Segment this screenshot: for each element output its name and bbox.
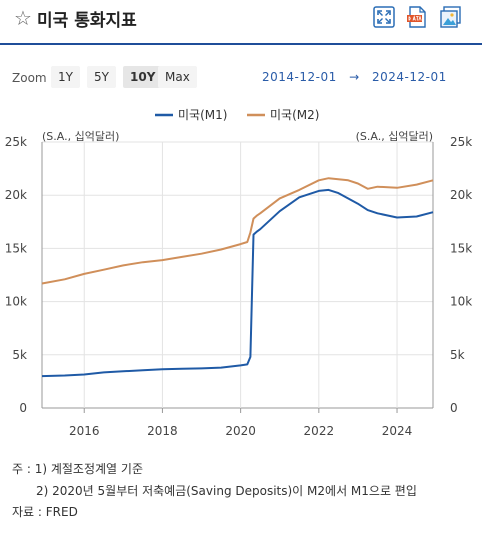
footnote-2: 2) 2020년 5월부터 저축예금(Saving Deposits)이 M2에… <box>36 484 417 498</box>
x-tick-label: 2020 <box>225 424 256 438</box>
data-download-icon[interactable] <box>406 6 428 28</box>
zoom-label: Zoom <box>12 71 47 85</box>
legend-item-m2[interactable]: 미국(M2) <box>247 108 319 122</box>
y-tick-right: 15k <box>450 241 472 255</box>
footnote-1: 주 : 1) 계절조정계열 기준 <box>12 462 143 476</box>
y-tick-left: 10k <box>5 295 27 309</box>
series-lines <box>41 177 434 378</box>
legend: 미국(M1) 미국(M2) <box>155 108 319 122</box>
legend-label-m2: 미국(M2) <box>270 108 319 122</box>
y-tick-left: 25k <box>5 135 27 149</box>
star-icon[interactable]: ☆ <box>14 6 32 30</box>
y-tick-right: 5k <box>450 348 465 362</box>
zoom-10y-button[interactable]: 10Y <box>123 66 163 88</box>
y-tick-left: 5k <box>12 348 27 362</box>
y-tick-right: 20k <box>450 188 472 202</box>
series-line-m2 <box>41 177 434 285</box>
zoom-5y-button[interactable]: 5Y <box>87 66 116 88</box>
x-tick-label: 2024 <box>382 424 413 438</box>
image-download-icon[interactable] <box>440 6 462 28</box>
x-tick-label: 2016 <box>69 424 100 438</box>
series-line-m1 <box>41 188 434 378</box>
x-tick-label: 2018 <box>147 424 178 438</box>
y-tick-left: 15k <box>5 241 27 255</box>
left-axis-unit: (S.A., 십억달러) <box>42 130 119 143</box>
source-note: 자료 : FRED <box>12 505 78 519</box>
y-tick-left: 0 <box>19 401 27 415</box>
y-tick-right: 25k <box>450 135 472 149</box>
date-range: 2014-12-01 → 2024-12-01 <box>262 70 447 84</box>
y-tick-right: 0 <box>450 401 458 415</box>
header-divider <box>0 43 482 45</box>
y-axis-ticks: 0 0 5k 5k 10k 10k 15k 15k 20k 20k 25k 25k <box>5 135 472 415</box>
date-arrow: → <box>349 70 360 84</box>
date-from-input[interactable]: 2014-12-01 <box>262 70 337 84</box>
x-tick-label: 2022 <box>304 424 335 438</box>
legend-item-m1[interactable]: 미국(M1) <box>155 108 227 122</box>
grid <box>41 141 434 413</box>
legend-label-m1: 미국(M1) <box>178 108 227 122</box>
zoom-1y-button[interactable]: 1Y <box>51 66 80 88</box>
zoom-max-button[interactable]: Max <box>158 66 197 88</box>
date-to-input[interactable]: 2024-12-01 <box>371 70 447 84</box>
y-tick-right: 10k <box>450 295 472 309</box>
x-axis-ticks: 2016 2018 2020 2022 2024 <box>69 424 412 438</box>
fullscreen-icon[interactable] <box>373 6 395 28</box>
header: ☆ 미국 통화지표 <box>0 0 482 44</box>
page-title: 미국 통화지표 <box>37 11 137 31</box>
right-axis-unit: (S.A., 십억달러) <box>356 130 433 143</box>
y-tick-left: 20k <box>5 188 27 202</box>
money-supply-chart: 미국(M1) 미국(M2) (S.A., 십억달러) (S.A., 십억달러) … <box>5 108 472 438</box>
